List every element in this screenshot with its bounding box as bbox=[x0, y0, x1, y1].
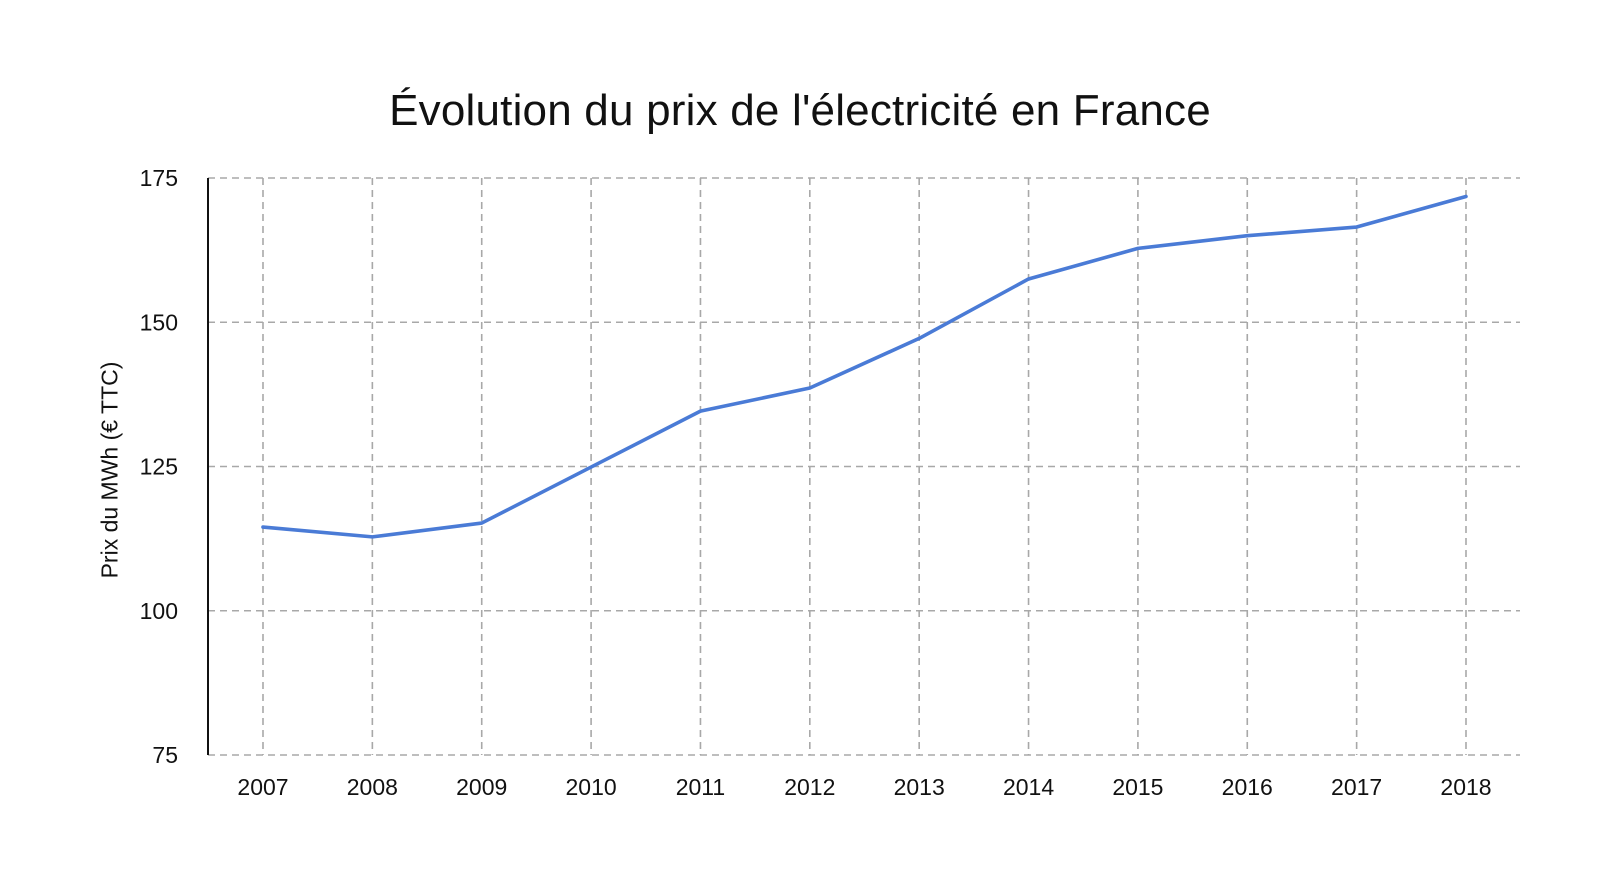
y-tick-label: 100 bbox=[140, 598, 178, 624]
x-tick-label: 2009 bbox=[456, 774, 507, 800]
x-tick-label: 2016 bbox=[1222, 774, 1273, 800]
x-tick-label: 2017 bbox=[1331, 774, 1382, 800]
series-line bbox=[261, 194, 1468, 539]
x-tick-label: 2008 bbox=[347, 774, 398, 800]
y-tick-label: 175 bbox=[140, 165, 178, 191]
x-tick-label: 2015 bbox=[1112, 774, 1163, 800]
y-tick-label: 125 bbox=[140, 454, 178, 480]
x-tick-label: 2018 bbox=[1440, 774, 1491, 800]
x-tick-label: 2012 bbox=[784, 774, 835, 800]
x-tick-label: 2010 bbox=[566, 774, 617, 800]
x-tick-label: 2007 bbox=[237, 774, 288, 800]
chart-title: Évolution du prix de l'électricité en Fr… bbox=[389, 86, 1211, 135]
x-tick-label: 2014 bbox=[1003, 774, 1054, 800]
x-tick-label: 2013 bbox=[894, 774, 945, 800]
x-tick-label: 2011 bbox=[676, 774, 725, 800]
y-tick-label: 150 bbox=[140, 309, 178, 335]
y-tick-label: 75 bbox=[152, 742, 178, 768]
